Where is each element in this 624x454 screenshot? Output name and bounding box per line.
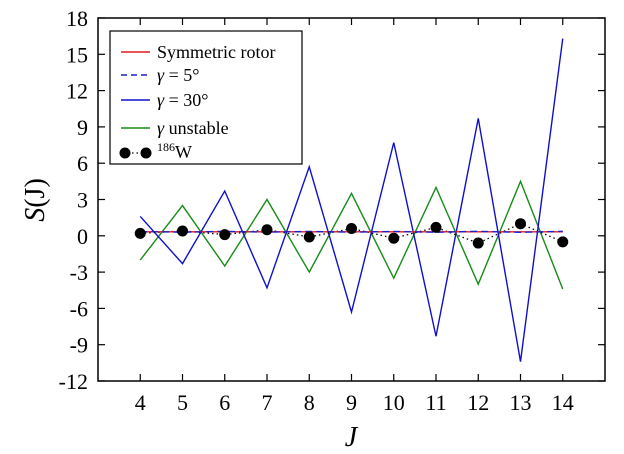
x-tick-label: 4 bbox=[135, 390, 146, 415]
legend-label-gamma30: γ = 30° bbox=[157, 90, 208, 110]
data-point-w186 bbox=[557, 236, 569, 248]
x-tick-label: 13 bbox=[510, 390, 532, 415]
x-tick-label: 14 bbox=[552, 390, 574, 415]
series-line-gamma30 bbox=[139, 38, 564, 362]
y-tick-label: -3 bbox=[70, 260, 88, 285]
y-tick-label: 12 bbox=[66, 79, 88, 104]
x-tick-label: 9 bbox=[346, 390, 357, 415]
y-tick-label: 15 bbox=[66, 42, 88, 67]
legend-w186-rest: W bbox=[175, 142, 192, 162]
legend-label-gamma5: γ = 5° bbox=[157, 65, 199, 85]
data-point-w186 bbox=[430, 221, 442, 233]
data-point-w186 bbox=[515, 218, 526, 230]
series-line-unstable bbox=[139, 179, 564, 290]
legend-marker-w186-left bbox=[119, 147, 131, 159]
data-point-w186 bbox=[388, 232, 400, 244]
data-point-w186 bbox=[472, 237, 484, 249]
x-tick-label: 7 bbox=[262, 390, 273, 415]
y-tick-label: -6 bbox=[70, 296, 88, 321]
x-tick-label: 5 bbox=[177, 390, 188, 415]
data-point-w186 bbox=[346, 223, 357, 235]
legend-box bbox=[109, 30, 303, 165]
legend-gamma30-greek: γ bbox=[157, 90, 165, 110]
legend-gamma5-rest: = 5° bbox=[164, 65, 199, 85]
y-tick-label: 6 bbox=[77, 151, 88, 176]
marker-layer bbox=[134, 218, 569, 249]
data-point-w186 bbox=[134, 227, 146, 239]
legend-w186-sup: 186 bbox=[157, 140, 175, 154]
plot-area-frame bbox=[97, 17, 606, 382]
y-tick-label: 9 bbox=[77, 115, 88, 140]
y-tick-label: 18 bbox=[66, 6, 88, 31]
series-line-w186 bbox=[140, 222, 564, 244]
legend-gamma30-rest: = 30° bbox=[164, 90, 208, 110]
y-axis-title-main: S bbox=[20, 208, 51, 222]
data-point-w186 bbox=[303, 231, 315, 243]
data-point-w186 bbox=[177, 225, 188, 237]
legend-label-unstable: γ unstable bbox=[157, 118, 229, 138]
legend: Symmetric rotor γ = 5° γ = 30° γ unstabl… bbox=[109, 30, 303, 165]
y-axis-title-arg: (J) bbox=[20, 178, 51, 208]
y-tick-label: -12 bbox=[59, 369, 88, 394]
y-tick-label: 3 bbox=[77, 188, 88, 213]
y-axis-title: S(J) bbox=[20, 178, 51, 222]
tick-labels: 4 5 6 7 8 9 10 11 12 13 14 -12 -9 -6 -3 0 3 6 9 12 15 18 bbox=[59, 6, 574, 415]
x-tick-label: 10 bbox=[383, 390, 405, 415]
x-axis-title: J bbox=[345, 422, 359, 453]
legend-unstable-rest: unstable bbox=[164, 118, 229, 138]
data-point-w186 bbox=[261, 224, 273, 236]
x-tick-label: 11 bbox=[425, 390, 446, 415]
legend-label-w186: 186W bbox=[157, 140, 192, 162]
y-tick-label: 0 bbox=[77, 224, 88, 249]
y-tick-label: -9 bbox=[70, 333, 88, 358]
legend-gamma5-greek: γ bbox=[157, 65, 165, 85]
legend-label-symmetric: Symmetric rotor bbox=[157, 42, 275, 62]
x-tick-label: 6 bbox=[219, 390, 230, 415]
legend-marker-w186-right bbox=[140, 147, 152, 159]
x-tick-label: 12 bbox=[467, 390, 489, 415]
data-point-w186 bbox=[219, 229, 231, 241]
legend-unstable-greek: γ bbox=[157, 118, 165, 138]
x-tick-label: 8 bbox=[304, 390, 315, 415]
